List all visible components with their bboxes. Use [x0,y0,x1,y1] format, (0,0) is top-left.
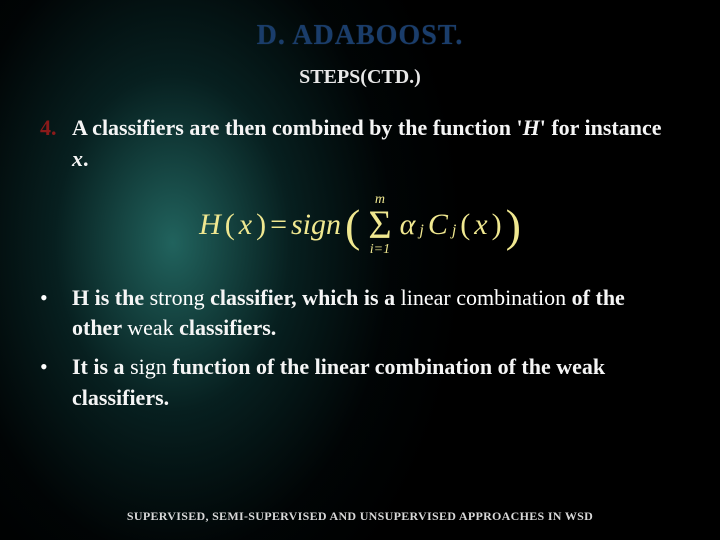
sigma-icon: Σ [368,207,391,243]
item4-x: x [72,146,83,171]
f-sum-bot: i=1 [370,243,390,257]
bullet-marker-2: • [40,352,72,383]
list-item-4: 4. A classifiers are then combined by th… [40,113,680,175]
f-x2: x [474,208,487,242]
b1-strong: strong [150,285,205,310]
item-marker-4: 4. [40,113,72,144]
slide-title: D. ADABOOST. [40,20,680,52]
f-sign: sign [291,208,341,242]
f-lhs: H [199,208,221,242]
formula-block: H ( x ) = sign ( m Σ i=1 αj Cj ( x ) ) [40,193,680,257]
bullet-item-1: • H is the strong classifier, which is a… [40,283,680,345]
f-bigl: ( [345,208,360,245]
f-lp2: ( [460,208,470,242]
slide-footer: SUPERVISED, SEMI-SUPERVISED AND UNSUPERV… [0,509,720,524]
b1-t1: H is the [72,285,150,310]
f-C: C [428,208,448,242]
f-x: x [239,208,252,242]
item4-H: H [523,115,540,140]
item4-post: . [83,146,89,171]
f-alpha: α [400,208,416,242]
f-sum: m Σ i=1 [368,193,391,257]
bullet-marker-1: • [40,283,72,314]
b1-linear: linear combination [401,285,567,310]
b2-sign: sign [130,354,167,379]
f-rp2: ) [492,208,502,242]
b2-t1: It is a [72,354,130,379]
f-bigr: ) [506,208,521,245]
bullet-item-2: • It is a sign function of the linear co… [40,352,680,414]
f-eq: = [270,208,287,242]
formula: H ( x ) = sign ( m Σ i=1 αj Cj ( x ) ) [199,193,521,257]
f-rp1: ) [256,208,266,242]
item-4-text: A classifiers are then combined by the f… [72,113,680,175]
f-subj2: j [452,222,456,240]
b1-t4: classifiers. [174,315,277,340]
item4-mid: ' for instance [540,115,662,140]
slide-subtitle: STEPS(CTD.) [40,66,680,89]
f-subj1: j [419,222,423,240]
bullet-1-text: H is the strong classifier, which is a l… [72,283,680,345]
slide-container: D. ADABOOST. STEPS(CTD.) 4. A classifier… [0,0,720,540]
item4-pre: A classifiers are then combined by the f… [72,115,523,140]
bullet-2-text: It is a sign function of the linear comb… [72,352,680,414]
b1-t2: classifier, which is a [205,285,401,310]
f-lp1: ( [225,208,235,242]
b1-weak: weak [127,315,173,340]
